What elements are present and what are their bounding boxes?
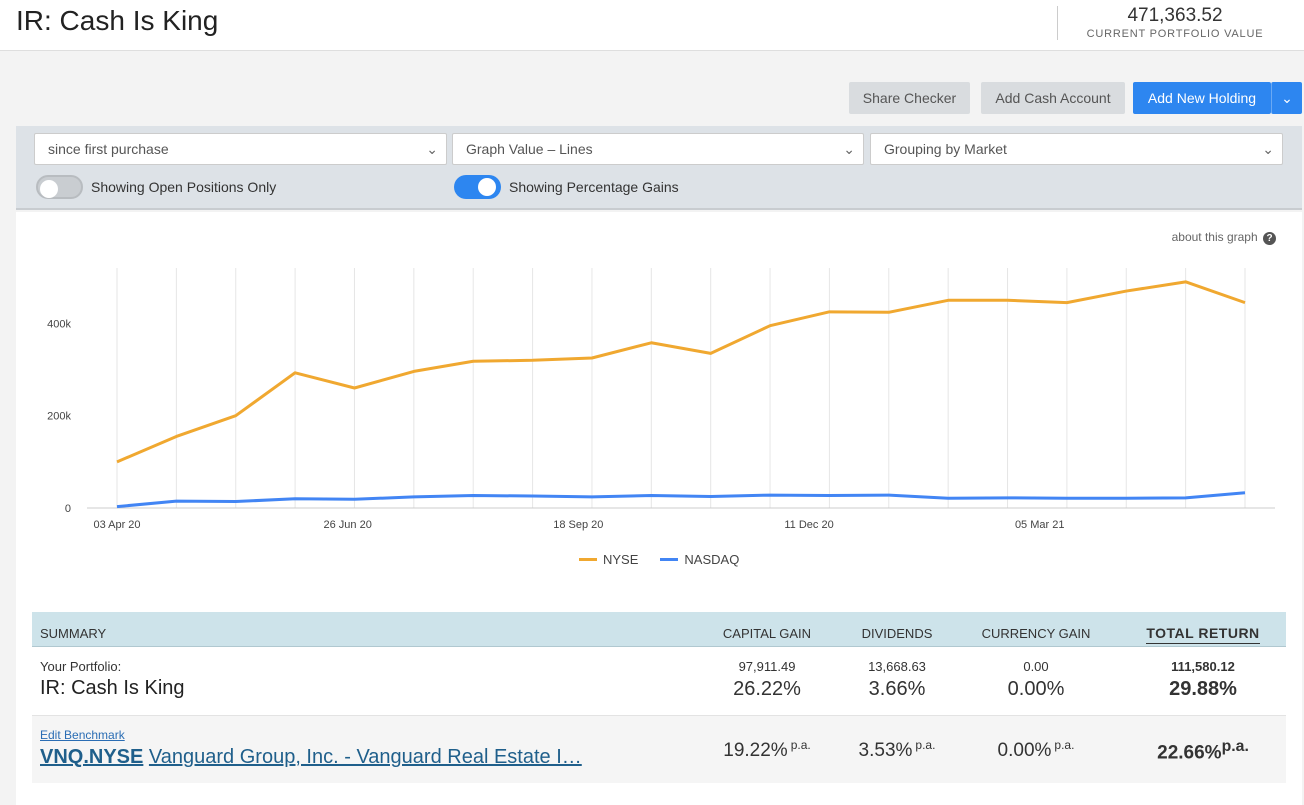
add-cash-account-button[interactable]: Add Cash Account	[981, 82, 1125, 114]
y-tick-label: 200k	[47, 411, 71, 423]
benchmark-line: VNQ.NYSE Vanguard Group, Inc. - Vanguard…	[40, 746, 692, 769]
bench-dividends-cell: 3.53% p.a.	[842, 715, 952, 783]
currency-gain-amount: 0.00	[1023, 658, 1049, 674]
header-capital-gain: CAPITAL GAIN	[692, 612, 842, 647]
series-line-nyse	[116, 280, 1246, 464]
benchmark-cell: Edit Benchmark VNQ.NYSE Vanguard Group, …	[32, 715, 692, 783]
summary-header-row: SUMMARY CAPITAL GAIN DIVIDENDS CURRENCY …	[32, 612, 1286, 647]
portfolio-row: Your Portfolio: IR: Cash Is King 97,911.…	[32, 646, 1286, 715]
legend-swatch	[660, 558, 679, 561]
x-tick-label: 03 Apr 20	[93, 519, 140, 531]
header-currency-gain: CURRENCY GAIN	[952, 612, 1120, 647]
bench-dividends-value: 3.53%	[858, 739, 913, 761]
pa-label: p.a.	[790, 737, 811, 752]
percentage-gains-label: Showing Percentage Gains	[509, 179, 679, 195]
bench-total-return: 22.66%p.a.	[1120, 716, 1286, 764]
benchmark-symbol-link[interactable]: VNQ.NYSE	[40, 745, 144, 768]
bench-total-return-value: 22.66%	[1157, 741, 1222, 763]
edit-benchmark-link[interactable]: Edit Benchmark	[40, 727, 125, 742]
total-return-pct: 29.88%	[1169, 677, 1237, 700]
percentage-gains-toggle[interactable]	[454, 175, 501, 199]
about-graph-label: about this graph	[1171, 230, 1258, 244]
bench-total-return-cell: 22.66%p.a.	[1120, 715, 1286, 783]
dividends-amount: 13,668.63	[868, 658, 926, 674]
capital-gain-cell: 97,911.49 26.22%	[692, 646, 842, 715]
y-tick-label: 0	[65, 503, 71, 515]
chevron-down-icon: ⌄	[1262, 141, 1274, 157]
bench-dividends: 3.53% p.a.	[842, 716, 952, 762]
total-return-amount: 111,580.12	[1171, 658, 1235, 674]
chevron-down-icon: ⌄	[843, 141, 855, 157]
help-icon: ?	[1263, 232, 1276, 245]
open-positions-label: Showing Open Positions Only	[91, 179, 277, 195]
portfolio-value: 471,363.52	[1127, 5, 1223, 26]
y-tick-label: 400k	[47, 318, 71, 330]
graph-type-select[interactable]: Graph Value – Lines ⌄	[452, 133, 864, 165]
filter-bar: since first purchase ⌄ Graph Value – Lin…	[16, 126, 1302, 210]
header-total-return-label: TOTAL RETURN	[1146, 625, 1260, 645]
chart-legend: NYSE NASDAQ	[579, 552, 761, 567]
pa-label: p.a.	[1054, 737, 1075, 752]
total-return-cell: 111,580.12 29.88%	[1120, 646, 1286, 715]
page-title: IR: Cash Is King	[16, 5, 219, 36]
legend-label: NYSE	[603, 552, 639, 567]
bench-currency-gain-value: 0.00%	[997, 739, 1052, 761]
divider	[1057, 6, 1058, 40]
series-line-nasdaq	[116, 491, 1246, 509]
bench-currency-gain-cell: 0.00% p.a.	[952, 715, 1120, 783]
dividends-pct: 3.66%	[868, 677, 926, 700]
x-tick-label: 26 Jun 20	[324, 519, 372, 531]
summary-table: SUMMARY CAPITAL GAIN DIVIDENDS CURRENCY …	[32, 612, 1286, 783]
grouping-select-value: Grouping by Market	[884, 141, 1007, 157]
chevron-down-icon: ⌄	[1281, 90, 1293, 106]
header-summary: SUMMARY	[32, 612, 692, 647]
period-select[interactable]: since first purchase ⌄	[34, 133, 447, 165]
bench-capital-gain-value: 19.22%	[723, 739, 788, 761]
x-tick-label: 05 Mar 21	[1015, 519, 1065, 531]
portfolio-name: IR: Cash Is King	[40, 676, 185, 699]
legend-item-nyse[interactable]: NYSE	[579, 552, 638, 567]
grouping-select[interactable]: Grouping by Market ⌄	[870, 133, 1283, 165]
open-positions-toggle[interactable]	[36, 175, 83, 199]
capital-gain-pct: 26.22%	[733, 677, 801, 700]
header-dividends: DIVIDENDS	[842, 612, 952, 647]
bench-capital-gain-cell: 19.22% p.a.	[692, 715, 842, 783]
toggle-knob	[478, 178, 496, 196]
x-tick-label: 18 Sep 20	[553, 519, 603, 531]
legend-item-nasdaq[interactable]: NASDAQ	[660, 552, 739, 567]
chart-panel: about this graph ? 0 200k 400k 03 Apr 20 26 …	[16, 212, 1302, 805]
line-chart: 0 200k 400k 03 Apr 20 26 Jun 20 18 Sep 20 11 D…	[47, 268, 1275, 531]
add-holding-dropdown-button[interactable]: ⌄	[1271, 82, 1302, 114]
top-bar: IR: Cash Is King 471,363.52 CURRENT PORT…	[0, 0, 1304, 51]
x-tick-label: 11 Dec 20	[784, 519, 833, 531]
period-select-value: since first purchase	[48, 141, 169, 157]
about-graph-link[interactable]: about this graph ?	[1172, 230, 1276, 245]
pa-label: p.a.	[915, 737, 936, 752]
legend-swatch	[579, 558, 597, 561]
share-checker-button[interactable]: Share Checker	[849, 82, 970, 114]
portfolio-label: Your Portfolio:	[40, 658, 122, 674]
header-total-return: TOTAL RETURN	[1120, 612, 1286, 647]
portfolio-cell: Your Portfolio: IR: Cash Is King	[32, 646, 692, 715]
portfolio-value-label: CURRENT PORTFOLIO VALUE	[1086, 28, 1264, 40]
add-new-holding-button[interactable]: Add New Holding	[1133, 82, 1271, 114]
legend-label: NASDAQ	[684, 552, 740, 567]
pa-label: p.a.	[1221, 737, 1249, 755]
chevron-down-icon: ⌄	[426, 141, 438, 157]
toggle-knob	[40, 180, 58, 198]
dividends-cell: 13,668.63 3.66%	[842, 646, 952, 715]
benchmark-row: Edit Benchmark VNQ.NYSE Vanguard Group, …	[32, 715, 1286, 783]
benchmark-name-link[interactable]: Vanguard Group, Inc. - Vanguard Real Est…	[148, 745, 582, 768]
bench-currency-gain: 0.00% p.a.	[952, 716, 1120, 762]
graph-type-select-value: Graph Value – Lines	[466, 141, 593, 157]
currency-gain-cell: 0.00 0.00%	[952, 646, 1120, 715]
bench-capital-gain: 19.22% p.a.	[692, 716, 842, 762]
capital-gain-amount: 97,911.49	[738, 658, 796, 674]
currency-gain-pct: 0.00%	[1007, 677, 1065, 700]
